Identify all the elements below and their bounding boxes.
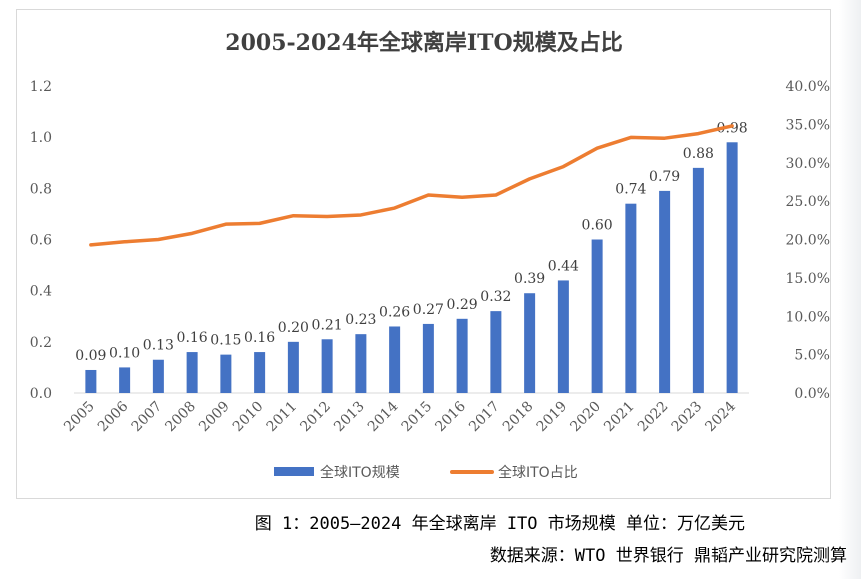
x-tick-label: 2019 [534,399,571,436]
x-tick-label: 2009 [196,399,233,436]
y-right-tick-label: 0.0% [794,386,830,402]
bar-2024 [726,142,738,393]
x-tick-label: 2017 [466,399,503,436]
combo-chart: 2005-2024年全球离岸ITO规模及占比 0.0 0.2 0.4 0.6 0.8 1.0… [30,30,830,481]
x-tick-label: 2015 [399,399,436,436]
x-tick-label: 2014 [365,398,402,435]
y-right-tick-label: 20.0% [786,233,830,249]
bar-2017 [490,311,502,393]
legend-bar-swatch [274,467,314,476]
bar-2008 [186,352,198,393]
y-left-tick-label: 0.6 [30,233,52,249]
x-tick-label: 2008 [162,399,199,436]
y-right-tick-label: 25.0% [786,194,830,210]
y-right-tick-label: 10.0% [786,309,830,325]
bar-value-label: 0.39 [514,271,545,287]
bar-value-label: 0.88 [683,146,714,162]
x-tick-label: 2018 [500,399,537,436]
x-tick-label: 2007 [129,399,166,436]
x-tick-label: 2020 [567,399,604,436]
ito-share-line [89,124,734,247]
bar-value-label: 0.98 [717,120,748,136]
y-left-tick-label: 0.0 [30,386,52,402]
bar-value-label: 0.23 [345,312,376,328]
bar-value-label: 0.29 [447,297,478,313]
legend-bar-label: 全球ITO规模 [320,464,400,481]
bar-2019 [557,280,569,393]
y-right-tick-label: 15.0% [786,271,830,287]
y-right-tick-label: 35.0% [786,117,830,133]
source-note: 数据来源：WTO 世界银行 鼎韬产业研究院测算 [489,546,847,566]
bar-value-label: 0.15 [210,333,241,349]
chart-frame: 2005-2024年全球离岸ITO规模及占比 0.0 0.2 0.4 0.6 0.8 1.0… [16,9,831,499]
x-tick-label: 2005 [61,399,98,436]
bar-value-label: 0.60 [582,218,613,234]
bar-value-label: 0.13 [143,338,174,354]
page-edge-shadow [839,0,861,579]
x-tick-label: 2021 [601,399,638,436]
bar-2012 [321,339,333,393]
bar-value-label: 0.16 [244,330,275,346]
bar-value-label: 0.32 [480,289,511,305]
y-left-tick-label: 1.2 [30,79,52,95]
bar-value-label: 0.10 [109,345,140,361]
x-tick-label: 2023 [669,399,706,436]
x-tick-label: 2016 [432,398,469,435]
bar-2007 [152,359,164,393]
bar-value-label: 0.09 [75,348,106,364]
bar-2006 [119,367,131,393]
bar-2005 [85,369,97,393]
bar-value-label: 0.16 [177,330,208,346]
x-tick-label: 2024 [702,398,739,435]
bar-2015 [422,323,434,393]
bar-2013 [355,334,367,393]
chart-title: 2005-2024年全球离岸ITO规模及占比 [225,30,622,56]
bar-2009 [220,354,232,393]
bar-2020 [591,239,603,393]
bar-value-label: 0.79 [649,169,680,185]
y-right-tick-label: 30.0% [786,156,830,172]
bar-2016 [456,318,468,393]
bar-value-label: 0.21 [312,317,343,333]
x-tick-label: 2012 [297,399,334,436]
x-tick-label: 2022 [635,399,672,436]
y-left-tick-label: 0.4 [30,284,52,300]
y-left-tick-label: 1.0 [30,130,52,146]
bar-value-label: 0.44 [548,258,579,274]
bar-2014 [389,326,401,393]
bar-2023 [692,167,704,393]
bar-value-label: 0.26 [379,304,410,320]
bar-value-label: 0.20 [278,320,309,336]
bar-2022 [659,190,671,393]
bar-value-label: 0.74 [615,182,646,198]
y-left-tick-label: 0.8 [30,181,52,197]
x-tick-label: 2010 [230,399,267,436]
bar-2010 [254,352,266,393]
y-left-tick-label: 0.2 [30,335,52,351]
bar-2021 [625,203,637,393]
figure-caption: 图 1：2005—2024 年全球离岸 ITO 市场规模 单位：万亿美元 [254,514,745,534]
y-right-tick-label: 5.0% [794,348,830,364]
legend-line-label: 全球ITO占比 [498,464,578,481]
bar-2018 [524,293,536,393]
bar-2011 [287,341,299,393]
y-right-tick-label: 40.0% [786,79,830,95]
bar-value-label: 0.27 [413,302,444,318]
x-tick-label: 2011 [264,399,301,436]
x-tick-label: 2006 [95,398,132,435]
x-tick-label: 2013 [331,399,368,436]
